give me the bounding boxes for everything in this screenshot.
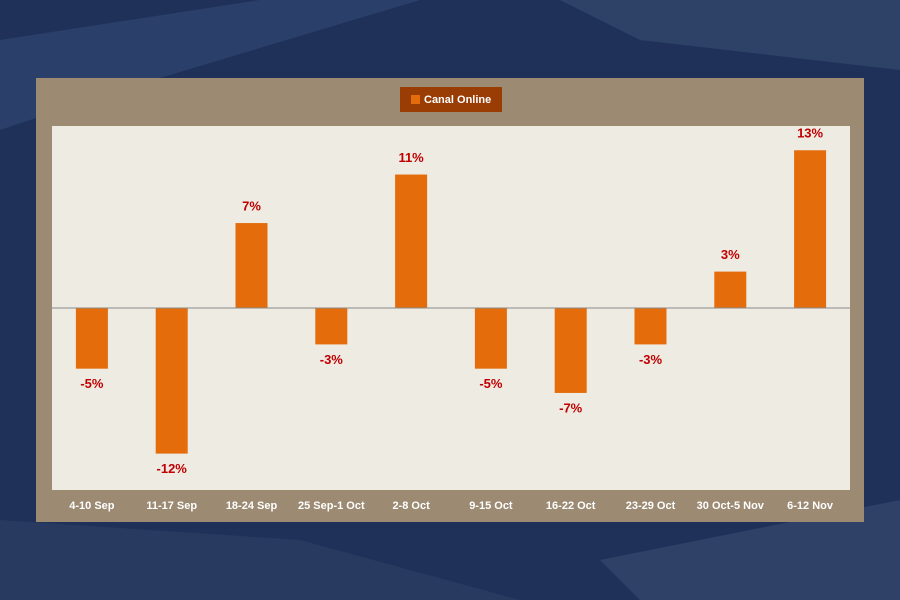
bar bbox=[235, 223, 268, 308]
bar bbox=[315, 308, 348, 345]
x-tick-label: 2-8 Oct bbox=[392, 500, 430, 512]
x-tick-label: 4-10 Sep bbox=[69, 500, 115, 512]
value-label: -5% bbox=[479, 376, 503, 391]
x-tick-label: 23-29 Oct bbox=[626, 500, 676, 512]
x-tick-label: 6-12 Nov bbox=[787, 500, 834, 512]
x-tick-label: 30 Oct-5 Nov bbox=[697, 500, 765, 512]
bar bbox=[554, 308, 587, 393]
bar bbox=[395, 174, 428, 308]
legend-label: Canal Online bbox=[424, 94, 491, 106]
background-shape bbox=[0, 520, 520, 600]
legend-swatch bbox=[411, 95, 420, 104]
value-label: 11% bbox=[398, 150, 424, 165]
bar bbox=[634, 308, 667, 345]
background-shape bbox=[0, 0, 420, 130]
bar bbox=[794, 150, 827, 308]
value-label: -12% bbox=[157, 461, 188, 476]
bar bbox=[75, 308, 108, 369]
x-tick-label: 25 Sep-1 Oct bbox=[298, 500, 365, 512]
background-shape bbox=[560, 0, 900, 70]
x-tick-label: 9-15 Oct bbox=[469, 500, 513, 512]
x-tick-label: 16-22 Oct bbox=[546, 500, 596, 512]
value-label: -3% bbox=[320, 352, 344, 367]
x-tick-label: 18-24 Sep bbox=[226, 500, 278, 512]
bar bbox=[714, 271, 747, 308]
value-label: 7% bbox=[242, 199, 261, 214]
value-label: 3% bbox=[721, 247, 740, 262]
bar bbox=[474, 308, 507, 369]
value-label: 13% bbox=[797, 126, 823, 141]
bar bbox=[155, 308, 188, 454]
value-label: -5% bbox=[80, 376, 104, 391]
value-label: -3% bbox=[639, 352, 663, 367]
value-label: -7% bbox=[559, 400, 583, 415]
background-shape bbox=[600, 500, 900, 600]
x-tick-label: 11-17 Sep bbox=[146, 500, 197, 512]
